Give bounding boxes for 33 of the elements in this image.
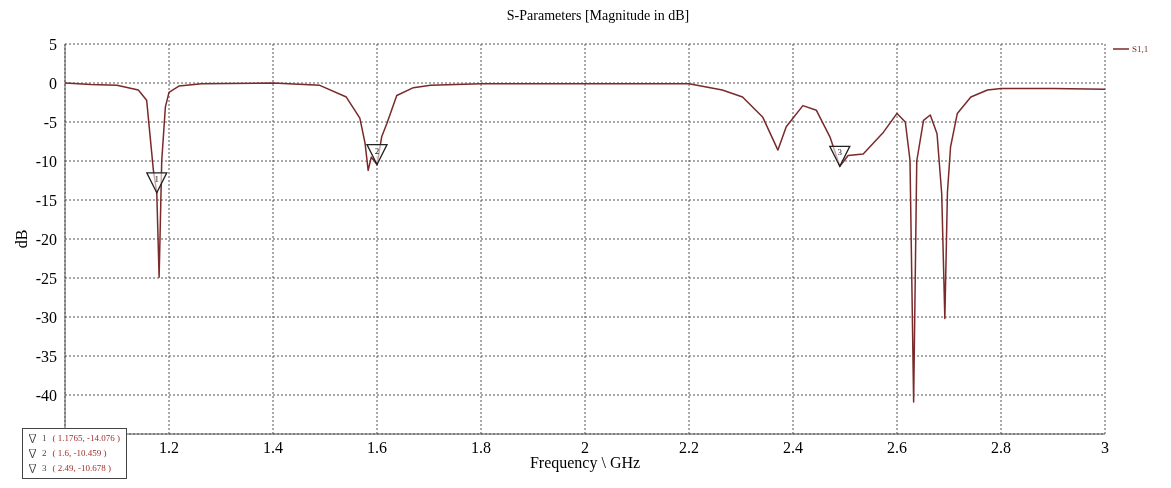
text: 3 xyxy=(42,463,47,473)
annotation: 3 xyxy=(837,147,843,158)
annotation: 1 xyxy=(154,173,160,184)
y-axis-title: dB xyxy=(12,229,30,249)
chart-title: S-Parameters [Magnitude in dB] xyxy=(505,8,691,24)
x-tick-label: 2.4 xyxy=(783,439,803,457)
line-series xyxy=(65,82,1105,403)
y-tick-label: 5 xyxy=(49,35,57,53)
legend-label: S1,1 xyxy=(1132,44,1149,54)
x-tick-label: 1.4 xyxy=(263,439,283,457)
y-tick-label: -5 xyxy=(43,113,57,131)
y-tick-label: -35 xyxy=(35,347,57,365)
text: ( 2.49, -10.678 ) xyxy=(52,462,111,475)
x-tick-label: 1.2 xyxy=(159,439,179,457)
x-tick-label: 2.6 xyxy=(887,439,907,457)
y-tick-label: -10 xyxy=(35,152,57,170)
y-tick-label: -20 xyxy=(35,230,57,248)
x-tick-label: 2.2 xyxy=(679,439,699,457)
y-tick-label: -40 xyxy=(35,386,57,404)
y-tick-label: -25 xyxy=(35,269,57,287)
y-tick-label: 0 xyxy=(49,74,57,92)
annotation: ( 1.1765, -14.076 ) xyxy=(52,432,120,445)
x-tick-label: 2 xyxy=(581,439,589,457)
x-axis-title: Frequency \ GHz xyxy=(529,454,641,472)
y-tick-label: -15 xyxy=(35,191,57,209)
x-tick-label: 2.8 xyxy=(991,439,1011,457)
x-tick-label: 1.8 xyxy=(471,439,491,457)
text: ( 1.6, -10.459 ) xyxy=(52,447,107,460)
x-tick-label: 3 xyxy=(1101,439,1109,457)
text: 1 xyxy=(42,433,47,443)
x-tick-label: 1.6 xyxy=(367,439,387,457)
annotation: 2 xyxy=(374,145,380,156)
y-tick-label: -30 xyxy=(35,308,57,326)
